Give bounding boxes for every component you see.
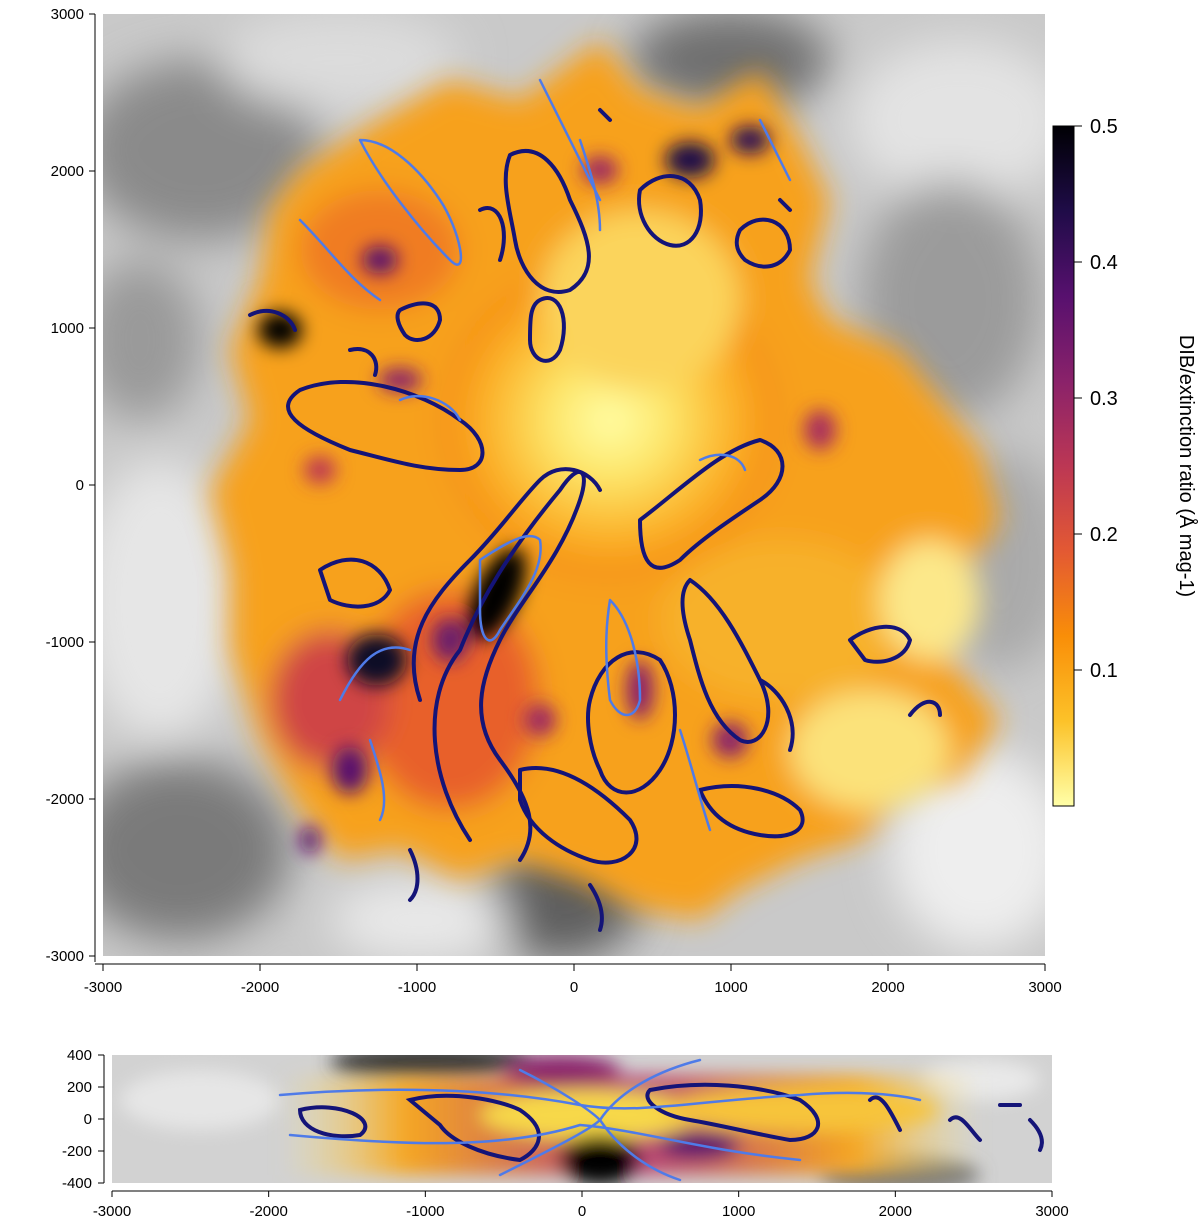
main-y-tick-label: -2000 (46, 791, 84, 808)
main-x-tick-label: 2000 (871, 979, 904, 996)
colorbar-tick-label: 0.1 (1090, 660, 1118, 682)
side-y-tick-label: 0 (84, 1111, 92, 1128)
gray-background (103, 14, 1045, 956)
main-y-tick-label: 2000 (51, 163, 84, 180)
colorbar-tick-label: 0.4 (1090, 252, 1118, 274)
ratio-map (210, 40, 1000, 920)
main-x-tick-label: 3000 (1028, 979, 1061, 996)
side-y-axis: -400 -200 0 200 400 (62, 1047, 105, 1192)
side-x-tick-label: 1000 (722, 1203, 755, 1220)
main-y-tick-label: 1000 (51, 320, 84, 337)
main-y-tick-label: 0 (76, 477, 84, 494)
main-y-tick-label: 3000 (51, 6, 84, 23)
main-panel (103, 14, 1045, 956)
side-y-tick-label: 400 (67, 1047, 92, 1064)
side-x-tick-label: -1000 (406, 1203, 444, 1220)
side-x-tick-label: -2000 (249, 1203, 287, 1220)
main-x-tick-label: -1000 (398, 979, 436, 996)
side-x-tick-label: 0 (578, 1203, 586, 1220)
colorbar-tick-label: 0.3 (1090, 388, 1118, 410)
side-y-tick-label: -400 (62, 1175, 92, 1192)
side-x-tick-label: 2000 (879, 1203, 912, 1220)
ratio-hotspots (258, 126, 836, 854)
dark-contours (248, 108, 942, 932)
light-contours (298, 78, 792, 832)
main-x-tick-label: 0 (570, 979, 578, 996)
side-x-axis: -3000 -2000 -1000 0 1000 2000 3000 (93, 1190, 1069, 1220)
side-x-tick-label: -3000 (93, 1203, 131, 1220)
main-y-tick-label: -3000 (46, 948, 84, 965)
main-x-tick-label: -2000 (241, 979, 279, 996)
side-x-tick-label: 3000 (1035, 1203, 1068, 1220)
side-panel (112, 1055, 1052, 1183)
main-x-tick-label: -3000 (84, 979, 122, 996)
colorbar-title: DIB/extinction ratio (Å mag-1) (1175, 335, 1198, 597)
colorbar-gradient (1052, 125, 1075, 807)
side-y-tick-label: -200 (62, 1143, 92, 1160)
colorbar-tick-label: 0.2 (1090, 524, 1118, 546)
side-light-contours (278, 1058, 922, 1182)
main-x-tick-label: 1000 (714, 979, 747, 996)
colorbar: 0.1 0.2 0.3 0.4 0.5 DIB/extinction ratio (Å … (1052, 116, 1198, 807)
main-x-axis: -3000 -2000 -1000 0 1000 2000 3000 (84, 963, 1062, 996)
colorbar-tick-label: 0.5 (1090, 116, 1118, 138)
main-y-axis: -3000 -2000 -1000 0 1000 2000 3000 (46, 6, 96, 965)
main-y-tick-label: -1000 (46, 634, 84, 651)
side-y-tick-label: 200 (67, 1079, 92, 1096)
